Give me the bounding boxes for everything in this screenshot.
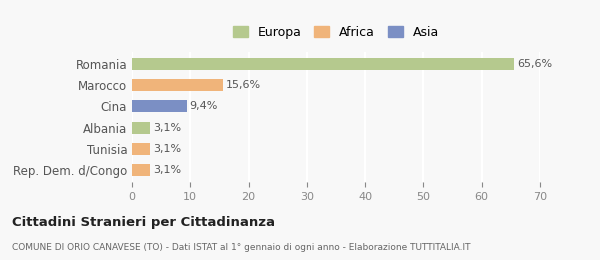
Text: 3,1%: 3,1%: [153, 123, 181, 133]
Bar: [132, 101, 187, 112]
Text: 15,6%: 15,6%: [226, 80, 261, 90]
Text: 3,1%: 3,1%: [153, 144, 181, 154]
Legend: Europa, Africa, Asia: Europa, Africa, Asia: [229, 22, 443, 42]
Text: Cittadini Stranieri per Cittadinanza: Cittadini Stranieri per Cittadinanza: [12, 216, 275, 229]
Text: 3,1%: 3,1%: [153, 165, 181, 175]
Bar: [132, 122, 150, 133]
Bar: [132, 164, 150, 176]
Text: 9,4%: 9,4%: [190, 101, 218, 111]
Text: COMUNE DI ORIO CANAVESE (TO) - Dati ISTAT al 1° gennaio di ogni anno - Elaborazi: COMUNE DI ORIO CANAVESE (TO) - Dati ISTA…: [12, 243, 470, 252]
Bar: [132, 79, 223, 91]
Bar: [132, 143, 150, 155]
Text: 65,6%: 65,6%: [517, 59, 553, 69]
Bar: [132, 58, 514, 70]
